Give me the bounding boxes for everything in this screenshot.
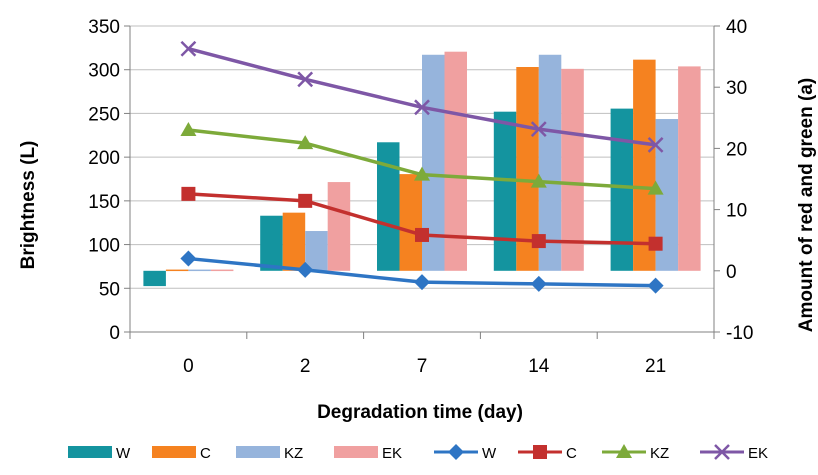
point-ek [647,137,664,153]
point-c [648,236,663,251]
x-tick-label: 2 [300,356,311,377]
tick-labels: 0 50 100 150 200 250 300 350 -10 0 10 20 30 40 0 2 7 14 21 [88,17,753,377]
y-tick-label: 100 [88,236,120,257]
bar-w [260,215,283,271]
legend-swatch [152,446,196,458]
x-tick-label: 0 [183,356,194,377]
y-tick-label: 300 [88,61,120,82]
point-ek [530,121,547,138]
bar-ek [327,182,351,271]
legend-label: KZ [284,445,303,462]
bar-w [493,111,517,271]
bar-series-group [143,51,701,287]
marker-stroke [414,99,430,116]
legend-item-bar-c: C [152,445,211,462]
y-tick-label: 0 [109,323,120,344]
x-tick-label: 7 [417,356,428,377]
legend-item-bar-kz: KZ [236,445,303,462]
bar-ek [444,51,467,271]
point-c [181,186,196,201]
point-kz [647,180,664,195]
marker-stroke [647,137,664,153]
point-ek [180,40,197,57]
y2-tick-label: 40 [726,17,747,38]
y2-tick-label: -10 [726,323,753,344]
bar-ek [561,68,584,271]
y-tick-label: 250 [88,104,120,125]
point-ek [297,71,314,88]
legend-item-line-c: C [518,445,577,462]
y-axis-title: Brightness (L) [18,141,39,270]
legend-label: W [116,445,131,462]
point-kz [180,122,197,137]
bar-c [399,174,422,271]
bar-c [516,67,539,271]
y2-tick-label: 10 [726,201,747,222]
x-tick-label: 21 [645,356,666,377]
bar-ek [678,66,701,271]
y-tick-label: 350 [88,17,120,38]
x-axis-title: Degradation time (day) [317,402,523,423]
point-ek [414,99,430,116]
legend-label: EK [748,445,768,462]
bar-ek [210,269,234,272]
y2-tick-label: 0 [726,262,737,283]
point-w [530,275,547,292]
bar-w [377,142,400,271]
legend-item-line-ek: EK [700,444,768,462]
bar-kz [188,269,211,272]
y-tick-label: 50 [99,279,120,300]
bar-c [165,269,189,272]
legend-marker [533,445,547,459]
x-tick-label: 14 [528,356,550,377]
bar-kz [538,54,562,271]
legend-item-line-kz: KZ [602,444,669,462]
legend-label: C [566,445,577,462]
marker-stroke [180,40,197,57]
bar-kz [655,119,679,271]
point-c [531,234,546,249]
point-w [647,277,664,294]
legend-marker [616,444,632,458]
y-tick-label: 150 [88,192,120,213]
legend-label: C [200,445,211,462]
legend-item-bar-w: W [68,445,131,462]
bar-w [610,108,634,271]
y2-tick-label: 20 [726,139,747,160]
marker-stroke [714,444,730,460]
legend-item-line-w: W [434,444,497,462]
y-tick-label: 200 [88,148,120,169]
point-kz [530,173,547,188]
point-c [415,227,429,242]
legend-marker [714,444,730,460]
legend-swatch [334,446,378,458]
legend-swatch [68,446,112,458]
legend-label: KZ [650,445,669,462]
legend-label: W [482,445,497,462]
y2-tick-label: 30 [726,78,747,99]
legend-swatch [236,446,280,458]
point-c [298,193,313,208]
point-w [180,250,197,267]
bar-w [143,270,166,287]
point-w [414,274,430,291]
bar-c [633,59,656,271]
legend: W C KZ EK W C KZ EK [68,444,768,462]
y2-axis-title: Amount of red and green (a) [796,78,817,332]
marker-stroke [297,71,314,88]
legend-marker [448,444,464,460]
bar-c [282,212,306,271]
point-w [297,261,314,278]
axes [124,25,720,339]
line-series-group [180,40,664,294]
bar-kz [305,231,328,271]
marker-stroke [530,121,547,138]
legend-item-bar-ek: EK [334,445,402,462]
legend-label: EK [382,445,402,462]
point-kz [414,166,430,181]
point-kz [297,135,314,150]
